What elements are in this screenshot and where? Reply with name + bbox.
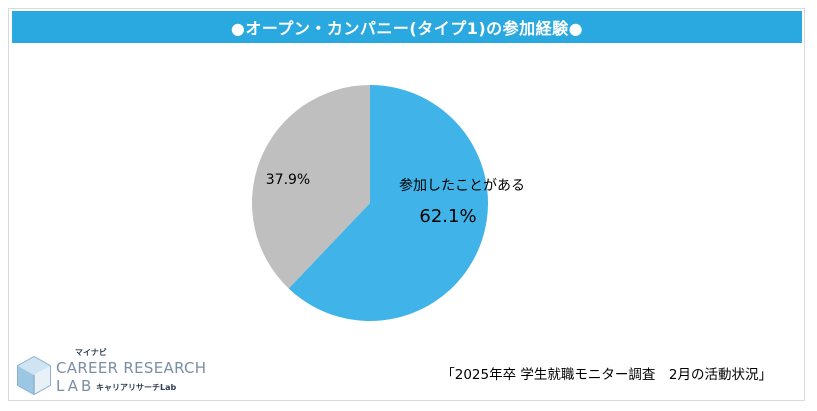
pie-chart: 参加したことがある 62.1% 37.9%: [252, 85, 525, 322]
logo-line1: CAREER RESEARCH: [56, 359, 207, 377]
cube-logo-icon: [17, 355, 51, 396]
logo-line2: LAB: [56, 377, 95, 395]
slice-value-1: 62.1%: [419, 206, 476, 227]
logo-brand-small: マイナビ: [75, 348, 107, 357]
chart-title: ●オープン・カンパニー(タイプ1)の参加経験●: [230, 19, 584, 38]
source-note: 「2025年卒 学生就職モニター調査 2月の活動状況」: [441, 367, 772, 383]
slice-value-2: 37.9%: [266, 172, 310, 188]
slice-label-1: 参加したことがある: [399, 177, 525, 194]
title-bar-background: [12, 11, 802, 43]
pie-slice-1: [288, 85, 488, 322]
career-research-lab-logo: マイナビ CAREER RESEARCH LAB キャリアリサーチLab: [16, 348, 207, 401]
pie-slice-2: [252, 85, 370, 289]
logo-sub: キャリアリサーチLab: [96, 383, 177, 392]
